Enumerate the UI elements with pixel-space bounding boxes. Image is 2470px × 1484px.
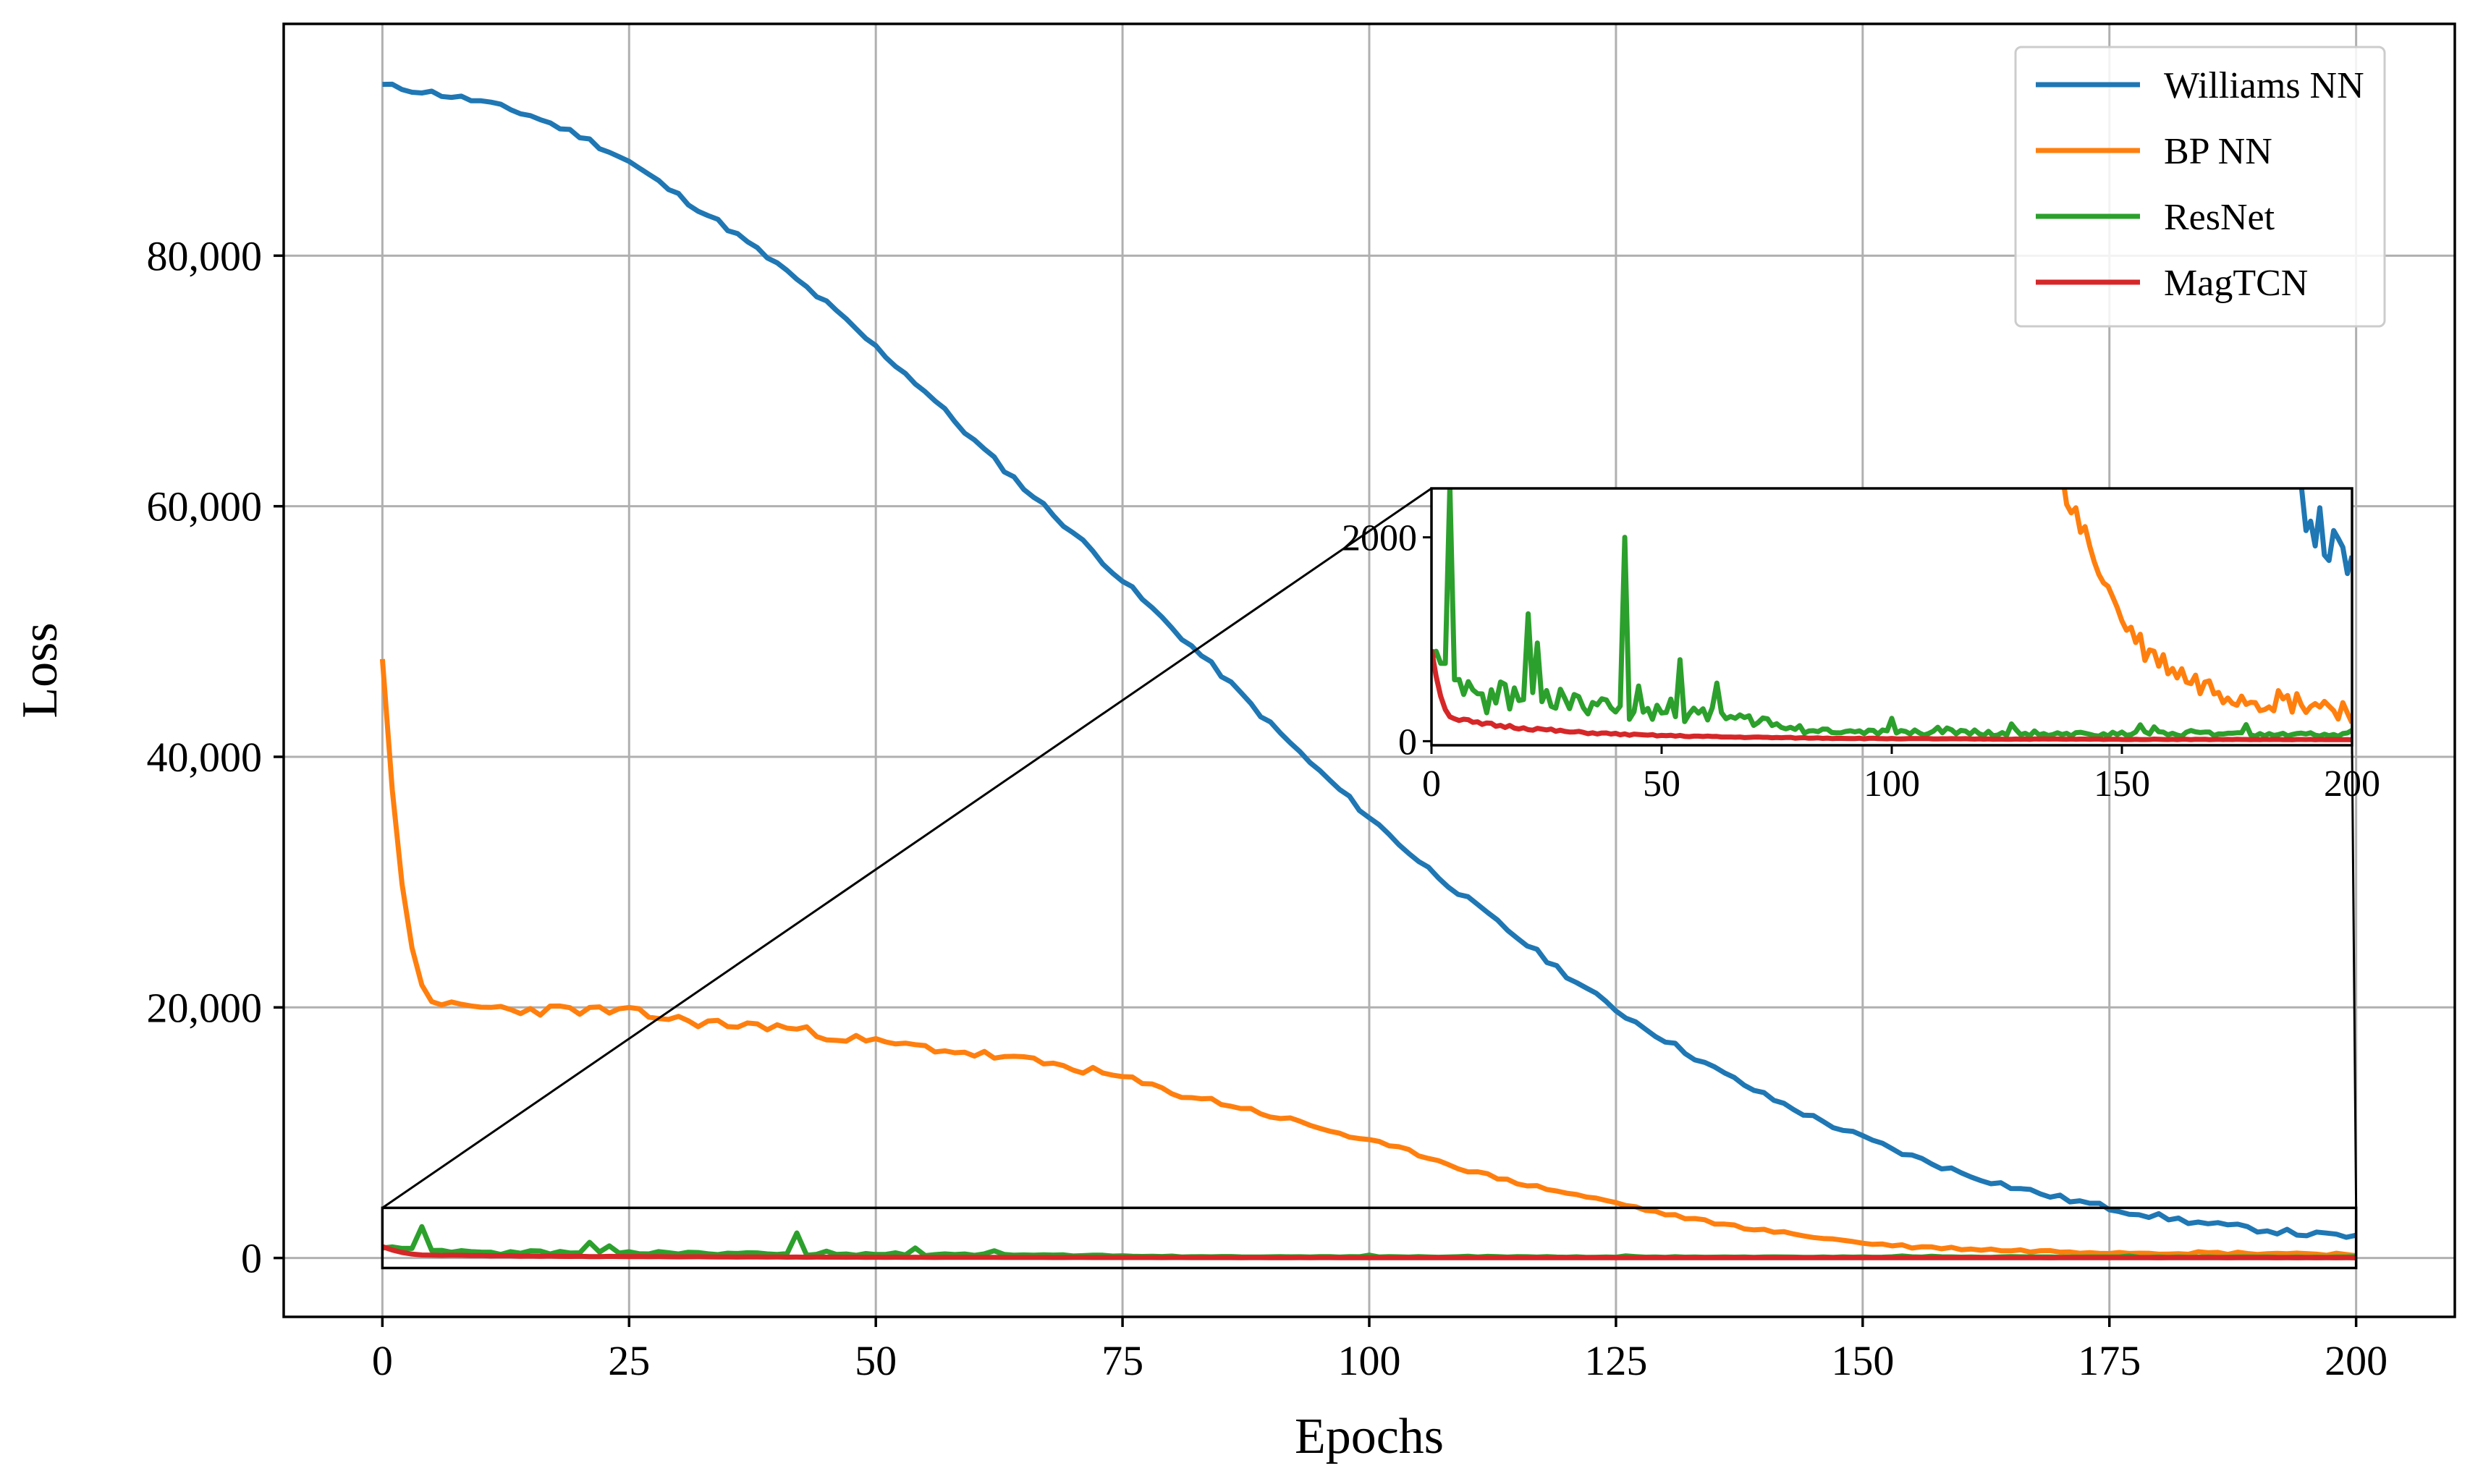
inset-x-tick-label: 100	[1864, 763, 1920, 805]
inset-y-tick-label: 0	[1398, 721, 1417, 763]
inset-background	[1431, 488, 2352, 745]
x-axis-title: Epochs	[1295, 1409, 1444, 1464]
y-axis-title: Loss	[12, 622, 68, 718]
x-tick-label: 150	[1831, 1337, 1894, 1384]
zoom-indicator	[381, 487, 2358, 1270]
x-tick-label: 50	[855, 1337, 897, 1384]
x-tick-label: 100	[1338, 1337, 1401, 1384]
y-tick-label: 20,000	[147, 984, 263, 1031]
x-tick-label: 175	[2078, 1337, 2141, 1384]
zoom-connector-line	[2351, 745, 2358, 1208]
axis-ticks: 0 25 50 75 100 125 150 175 200020,00040,00060,00…	[147, 232, 2388, 1384]
inset-series-line-bp-nn	[2061, 488, 2352, 724]
y-tick-label: 0	[241, 1235, 262, 1282]
series-line-bp-nn	[379, 658, 2357, 1258]
x-tick-label: 0	[372, 1337, 393, 1384]
inset-series-line-resnet	[1431, 488, 2352, 739]
inset-y-tick-label: 2000	[1342, 518, 1417, 559]
inset-x-tick-label: 200	[2324, 763, 2380, 805]
x-tick-label: 25	[608, 1337, 650, 1384]
y-tick-label: 60,000	[147, 483, 263, 530]
legend-box	[2014, 46, 2386, 328]
x-tick-label: 75	[1101, 1337, 1143, 1384]
inset-series-layer	[1431, 488, 2352, 742]
inset-x-tick-label: 0	[1422, 763, 1441, 805]
legend-label: ResNet	[2164, 197, 2275, 238]
series-line-williams-nn	[382, 81, 2357, 1240]
zoom-region-box	[381, 1206, 2358, 1270]
y-tick-label: 80,000	[147, 232, 263, 279]
y-tick-label: 40,000	[147, 734, 263, 781]
legend: Williams NN BP NN ResNet MagTCN	[2014, 46, 2386, 328]
zoom-connector-line	[381, 487, 1432, 1209]
series-line-magtcn	[381, 1244, 2356, 1260]
inset-x-tick-label: 50	[1643, 763, 1680, 805]
legend-label: BP NN	[2164, 131, 2272, 172]
series-layer	[379, 81, 2357, 1260]
x-tick-label: 200	[2325, 1337, 2387, 1384]
inset-x-tick-label: 150	[2094, 763, 2150, 805]
inset-series-line-magtcn	[1431, 649, 2352, 742]
legend-label: MagTCN	[2164, 263, 2308, 304]
legend-label: Williams NN	[2164, 65, 2364, 106]
x-tick-label: 125	[1584, 1337, 1647, 1384]
